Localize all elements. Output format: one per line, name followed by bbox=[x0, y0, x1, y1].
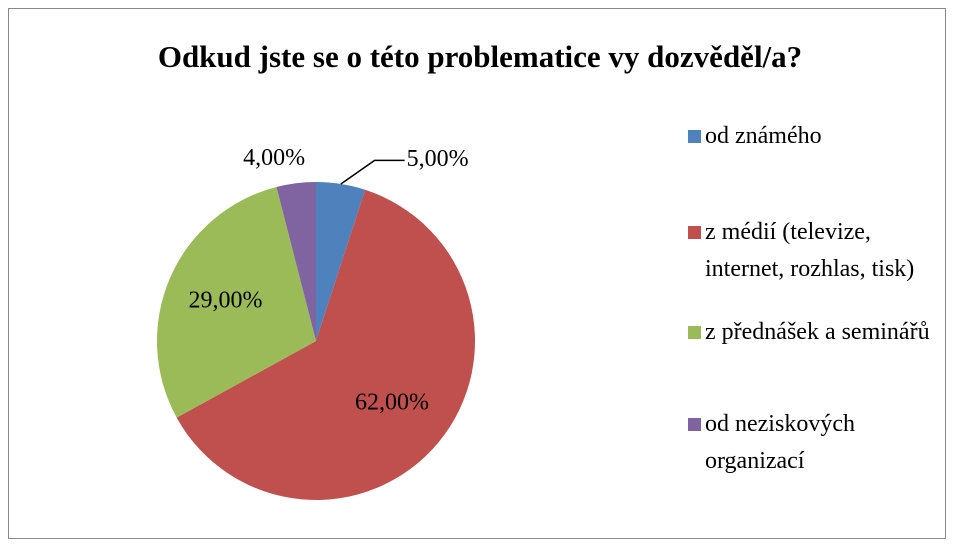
data-label: 5,00% bbox=[407, 146, 469, 172]
legend-swatch bbox=[688, 226, 701, 239]
legend-entry: z přednášek a seminářů bbox=[688, 314, 938, 351]
legend-label: z přednášek a seminářů bbox=[705, 319, 930, 345]
legend-label: od neziskových organizací bbox=[705, 411, 855, 474]
pie-slice bbox=[176, 189, 475, 500]
chart-frame bbox=[8, 8, 946, 539]
pie-slice bbox=[316, 182, 366, 341]
legend-entry: od známého bbox=[688, 118, 938, 155]
legend-swatch bbox=[688, 418, 701, 431]
legend-label: z médií (televize, internet, rozhlas, ti… bbox=[705, 219, 915, 282]
legend-entry: z médií (televize, internet, rozhlas, ti… bbox=[688, 214, 938, 288]
legend-swatch bbox=[688, 326, 701, 339]
legend-swatch bbox=[688, 130, 701, 143]
chart-title: Odkud jste se o této problematice vy doz… bbox=[157, 39, 803, 74]
data-label: 62,00% bbox=[355, 389, 429, 415]
pie-slice bbox=[156, 186, 316, 418]
data-label: 29,00% bbox=[189, 287, 263, 313]
legend-label: od známého bbox=[705, 123, 822, 149]
pie-slice bbox=[276, 182, 316, 341]
data-label: 4,00% bbox=[243, 145, 305, 171]
legend-entry: od neziskových organizací bbox=[688, 406, 938, 480]
leader-line bbox=[340, 159, 405, 185]
